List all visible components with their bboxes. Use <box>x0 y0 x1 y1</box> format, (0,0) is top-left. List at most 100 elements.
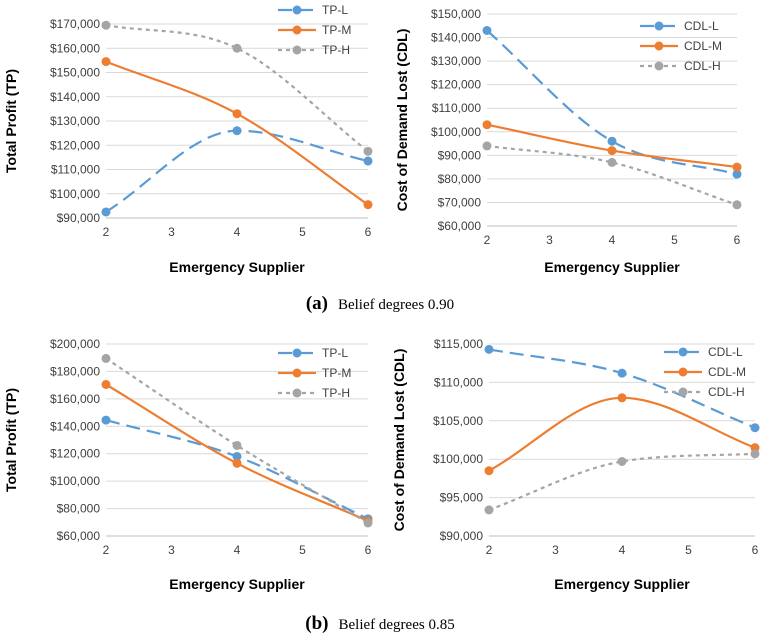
x-tick-label: 2 <box>484 233 491 247</box>
x-tick-label: 3 <box>546 233 553 247</box>
data-point-tp-m <box>232 109 242 119</box>
caption-a-text: Belief degrees 0.90 <box>338 297 454 313</box>
y-axis-title: Total Profit (TP) <box>3 388 19 492</box>
y-tick-label: $120,000 <box>50 138 100 152</box>
x-tick-label: 2 <box>486 543 493 557</box>
legend-label: TP-L <box>322 346 348 360</box>
y-tick-label: $100,000 <box>431 125 481 139</box>
legend: TP-L TP-M TP-H <box>278 346 351 400</box>
y-tick-label: $150,000 <box>50 66 100 80</box>
data-point-cdl-l <box>482 25 492 35</box>
y-tick-label: $110,000 <box>51 163 100 177</box>
data-point-cdl-h <box>732 200 742 210</box>
y-tick-label: $160,000 <box>50 392 100 406</box>
data-point-tp-m <box>101 379 111 389</box>
legend-marker-cdl-m <box>654 41 664 51</box>
series-line-cdl-h <box>486 144 738 206</box>
x-axis-title: Emergency Supplier <box>169 576 305 592</box>
chart-a-total-profit: $90,000 $100,000 $110,000 $120,000 $130,000 $… <box>3 3 373 275</box>
x-tick-label: 2 <box>103 543 110 557</box>
x-tick-label: 4 <box>234 543 241 557</box>
legend-label: CDL-L <box>684 19 719 33</box>
x-tick-label: 3 <box>168 225 175 239</box>
x-tick-label: 5 <box>671 233 678 247</box>
legend-marker-tp-h <box>292 45 302 55</box>
data-point-tp-h <box>232 440 242 450</box>
y-tick-label: $160,000 <box>50 41 100 55</box>
data-point-cdl-m <box>607 146 617 156</box>
x-tick-label: 3 <box>552 543 559 557</box>
x-tick-label: 4 <box>234 225 241 239</box>
legend: CDL-L CDL-M CDL-H <box>664 345 746 399</box>
data-point-cdl-l <box>607 136 617 146</box>
series-line-tp-h <box>105 24 369 153</box>
data-point-cdl-h <box>617 457 627 467</box>
legend-label: CDL-M <box>684 39 722 53</box>
legend-marker-tp-l <box>292 348 302 358</box>
x-tick-label: 4 <box>619 543 626 557</box>
series-line-cdl-l <box>486 29 738 176</box>
y-tick-label: $90,000 <box>440 529 484 543</box>
x-tick-label: 6 <box>365 225 372 239</box>
y-tick-label: $115,000 <box>434 337 483 351</box>
data-point-tp-l <box>232 126 242 136</box>
legend-label: TP-M <box>322 23 351 37</box>
data-point-cdl-m <box>732 162 742 172</box>
y-tick-label: $95,000 <box>440 491 484 505</box>
data-point-tp-h <box>232 43 242 53</box>
y-tick-label: $60,000 <box>57 529 101 543</box>
legend-marker-tp-m <box>292 25 302 35</box>
series-line-tp-l <box>105 129 369 213</box>
legend-label: TP-L <box>322 3 348 17</box>
y-tick-label: $200,000 <box>50 337 100 351</box>
x-tick-label: 4 <box>609 233 616 247</box>
chart-b-cost-of-demand-lost: $90,000 $95,000 $100,000 $105,000 $110,000 $1… <box>391 337 760 592</box>
legend-marker-tp-m <box>292 368 302 378</box>
series-line-tp-h <box>105 357 369 524</box>
x-axis-title: Emergency Supplier <box>169 259 305 275</box>
caption-b-letter: (b) <box>305 613 328 634</box>
legend-label: CDL-H <box>684 59 721 73</box>
legend-marker-cdl-h <box>654 61 664 71</box>
data-point-cdl-m <box>484 466 494 476</box>
data-point-tp-l <box>232 451 242 461</box>
data-point-tp-l <box>101 207 111 217</box>
y-tick-label: $90,000 <box>438 148 482 162</box>
legend-label: CDL-L <box>708 345 743 359</box>
x-tick-label: 5 <box>685 543 692 557</box>
data-point-tp-h <box>363 518 373 528</box>
data-point-tp-h <box>101 353 111 363</box>
y-tick-label: $140,000 <box>50 419 100 433</box>
data-point-cdl-h <box>484 505 494 515</box>
data-point-tp-h <box>363 146 373 156</box>
x-axis-title: Emergency Supplier <box>554 576 690 592</box>
y-tick-label: $180,000 <box>50 364 100 378</box>
legend-label: TP-H <box>322 43 350 57</box>
x-tick-label: 5 <box>299 543 306 557</box>
data-point-cdl-l <box>732 169 742 179</box>
x-tick-label: 6 <box>734 233 741 247</box>
chart-b-total-profit: $60,000 $80,000 $100,000 $120,000 $140,000 $1… <box>3 337 373 592</box>
y-tick-label: $110,000 <box>432 101 481 115</box>
legend-label: CDL-H <box>708 385 745 399</box>
legend-marker-cdl-m <box>678 367 688 377</box>
caption-b-text: Belief degrees 0.85 <box>339 617 455 633</box>
legend-marker-tp-l <box>292 5 302 15</box>
data-point-tp-m <box>363 200 373 210</box>
y-tick-label: $80,000 <box>57 502 101 516</box>
y-tick-label: $60,000 <box>438 219 482 233</box>
y-axis-title: Cost of Demand Lost (CDL) <box>391 349 407 532</box>
legend-label: TP-H <box>322 386 350 400</box>
legend-label: CDL-M <box>708 365 746 379</box>
y-axis-title: Cost of Demand Lost (CDL) <box>394 29 410 212</box>
data-point-cdl-h <box>482 141 492 151</box>
y-tick-label: $150,000 <box>431 7 481 21</box>
legend-marker-cdl-l <box>678 347 688 357</box>
y-tick-label: $120,000 <box>431 78 481 92</box>
data-point-cdl-h <box>750 449 760 459</box>
y-tick-label: $100,000 <box>50 187 100 201</box>
x-tick-label: 2 <box>103 225 110 239</box>
y-tick-label: $170,000 <box>50 17 100 31</box>
y-tick-label: $70,000 <box>438 195 482 209</box>
